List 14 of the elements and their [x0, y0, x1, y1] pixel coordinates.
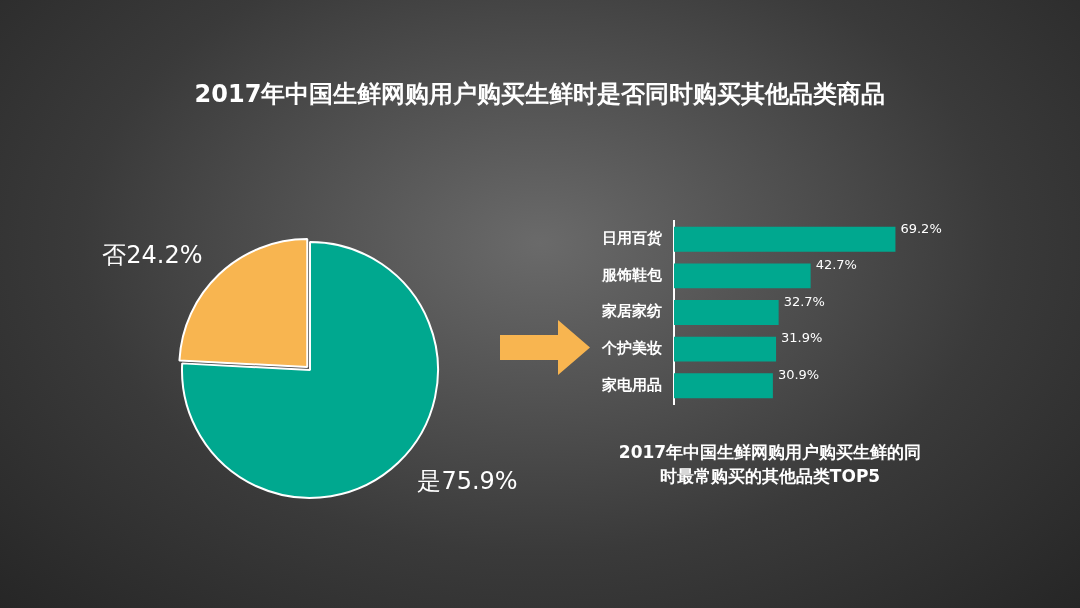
y-tick-label: 个护美妆 [601, 338, 662, 357]
slice-label: 否24.2% [102, 241, 203, 270]
y-tick-label: 服饰鞋包 [601, 265, 663, 284]
data-label: 69.2% [900, 220, 942, 236]
data-label: 30.9% [777, 367, 820, 383]
chart-title: 2017年中国生鲜网购用户购买生鲜时是否同时购买其他品类商品 [193, 79, 887, 110]
slice-label: 是75.9% [417, 467, 518, 496]
data-label: 32.7% [783, 293, 825, 309]
y-tick-label: 家电用品 [601, 375, 662, 394]
y-tick-label: 家居家纺 [601, 302, 662, 321]
data-label: 42.7% [815, 257, 857, 273]
data-label: 31.9% [781, 330, 823, 346]
y-tick-label: 日用百货 [602, 229, 663, 248]
text: 2017年中国生鲜网购用户购买生鲜的同时最常购买的其他品类TOP5 [617, 441, 923, 488]
